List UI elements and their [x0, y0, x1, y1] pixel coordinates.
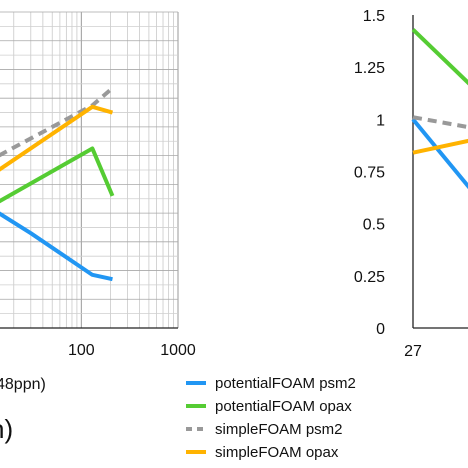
right-series-potentialfoam-psm2: [411, 118, 468, 190]
right-series-simplefoam-psm2: [412, 115, 468, 130]
legend-label-simplefoam-psm2: simpleFOAM psm2: [215, 421, 343, 438]
right-y-tick-label: 1: [376, 112, 385, 129]
left-x-axis-label: 48ppn): [0, 376, 46, 393]
legend-label-simplefoam-opax: simpleFOAM opax: [215, 444, 339, 461]
right-y-tick-label: 0: [376, 321, 385, 338]
right-y-tick-label: 0.75: [354, 165, 385, 182]
left-series-potentialfoam-psm2: [0, 211, 113, 282]
right-y-tick-label: 1.25: [354, 60, 385, 77]
right-chart-panel: 0 0.25 0.5 0.75 1 1.25 1.5 27: [354, 8, 468, 360]
legend-label-potentialfoam-psm2: potentialFOAM psm2: [215, 375, 356, 392]
right-series-simplefoam-opax: [412, 138, 468, 155]
left-x-tick-label: 1000: [160, 342, 196, 359]
right-series-potentialfoam-opax: [411, 28, 468, 86]
right-y-tick-label: 0.5: [363, 217, 385, 234]
left-series-potentialfoam-opax: [0, 146, 115, 204]
left-chart-panel: 100 1000: [0, 11, 196, 359]
left-series-simplefoam-opax: [0, 104, 114, 172]
left-x-tick-label: 100: [68, 342, 95, 359]
right-y-tick-label: 0.25: [354, 269, 385, 286]
panel-label: h): [0, 414, 13, 444]
right-x-tick-label: 27: [404, 343, 422, 360]
legend-label-potentialfoam-opax: potentialFOAM opax: [215, 398, 352, 415]
legend: potentialFOAM psm2 potentialFOAM opax simp…: [186, 375, 356, 461]
right-y-tick-label: 1.5: [363, 8, 385, 25]
